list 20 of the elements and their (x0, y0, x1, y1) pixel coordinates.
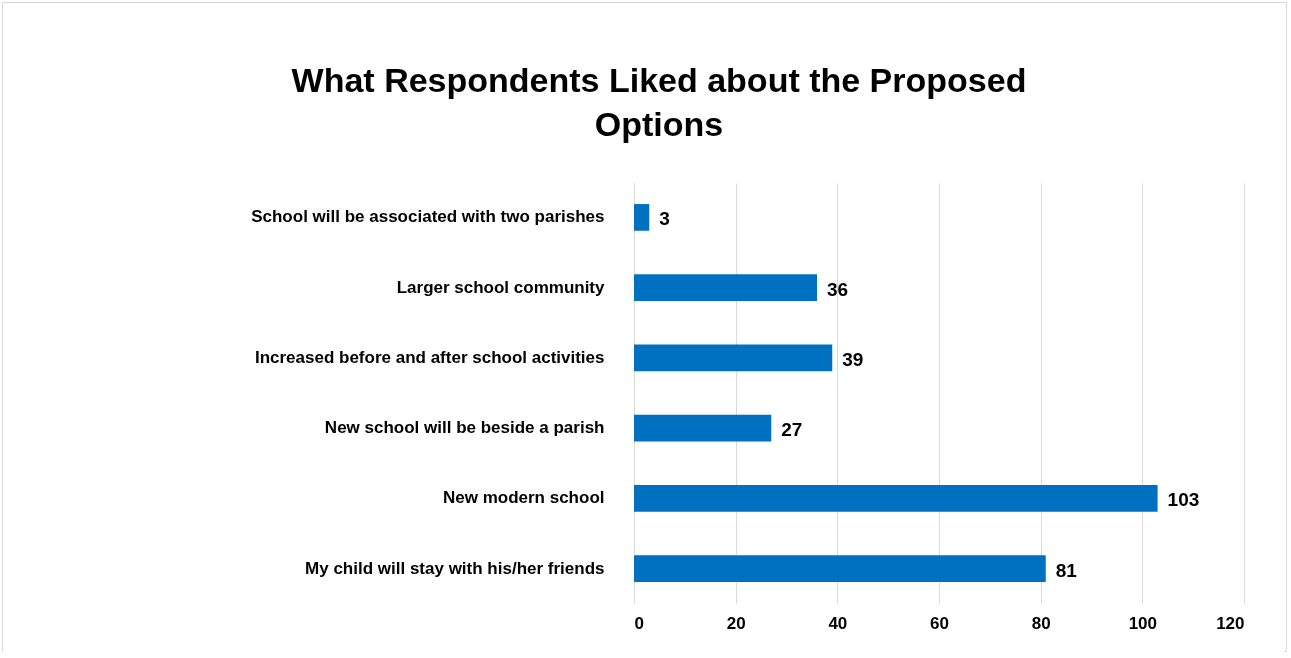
x-tick-label: 120 (1216, 613, 1245, 633)
data-label: 3 (659, 208, 670, 230)
y-tick-label: My child will stay with his/her friends (305, 558, 605, 578)
data-label: 39 (842, 348, 864, 370)
x-tick-label: 20 (726, 613, 746, 633)
data-label: 36 (827, 278, 849, 300)
chart-title: What Respondents Liked about the Proposed Options (291, 61, 1027, 143)
x-tick-label: 80 (1031, 613, 1051, 633)
x-tick-label: 0 (634, 613, 644, 633)
y-tick-label: Larger school community (396, 277, 606, 297)
y-tick-label: School will be associated with two parishes (251, 207, 605, 227)
x-tick-label: 60 (930, 613, 949, 633)
x-tick-label: 40 (828, 613, 848, 633)
data-label: 81 (1055, 559, 1078, 581)
y-tick-label: Increased before and after school activities (254, 347, 605, 367)
data-label: 103 (1167, 489, 1200, 511)
x-tick-label: 100 (1128, 613, 1158, 633)
y-tick-label: New modern school (442, 488, 605, 508)
y-tick-label: New school will be beside a parish (324, 418, 605, 438)
data-label: 27 (781, 419, 803, 441)
